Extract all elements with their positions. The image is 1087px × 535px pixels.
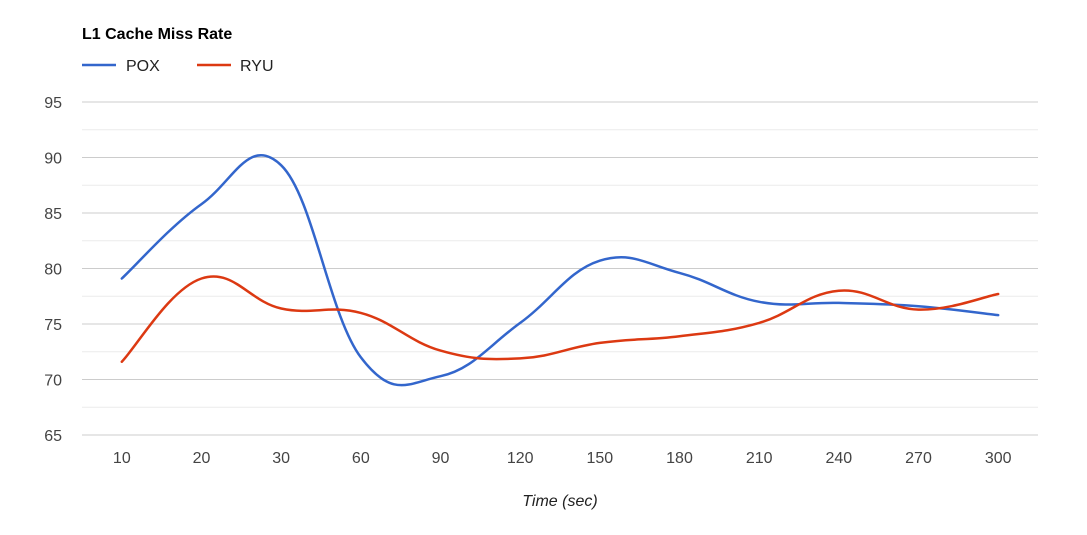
series-lines: POX 10: 79.1 POX 20: 85.8 POX 30: 89.3 POX … (116, 153, 1004, 387)
chart-title: L1 Cache Miss Rate (82, 26, 232, 43)
y-tick-label: 65 (44, 428, 62, 445)
data-point-ryu[interactable]: RYU 120: 71.9 (514, 352, 526, 364)
y-tick-label: 85 (44, 206, 62, 223)
data-point-ryu[interactable]: RYU 270: 76.3 (913, 304, 925, 316)
y-axis-ticks: 65 70 75 80 85 90 95 (44, 95, 62, 445)
x-tick-label: 20 (193, 450, 211, 467)
x-axis-ticks: 10 20 30 60 90 120 150 180 210 240 270 300 (113, 450, 1012, 467)
y-tick-label: 80 (44, 262, 62, 279)
y-tick-label: 95 (44, 95, 62, 112)
data-point-ryu[interactable]: RYU 30: 76.4 (275, 302, 287, 314)
data-point-ryu[interactable]: RYU 10: 71.6 (116, 356, 128, 368)
data-point-pox[interactable]: POX 30: 89.3 (275, 159, 287, 171)
data-point-ryu[interactable]: RYU 150: 73.3 (594, 337, 606, 349)
gridlines (82, 101, 1038, 436)
data-point-pox[interactable]: POX 210: 77 (753, 296, 765, 308)
x-tick-label: 150 (586, 450, 613, 467)
data-point-pox[interactable]: POX 120: 75.1 (514, 317, 526, 329)
legend-label-ryu: RYU (240, 58, 274, 75)
x-tick-label: 300 (985, 450, 1012, 467)
x-tick-label: 270 (905, 450, 932, 467)
data-point-ryu[interactable]: RYU 210: 75.1 (753, 317, 765, 329)
series-line-ryu (120, 275, 1000, 363)
x-tick-label: 10 (113, 450, 131, 467)
legend: POX RYU (82, 58, 274, 75)
data-point-pox[interactable]: POX 90: 70.3 (435, 370, 447, 382)
data-point-ryu[interactable]: RYU 90: 72.6 (435, 345, 447, 357)
data-point-pox[interactable]: POX 10: 79.1 (116, 272, 128, 284)
y-tick-label: 70 (44, 373, 62, 390)
data-point-ryu[interactable]: RYU 240: 78 (833, 285, 845, 297)
data-point-ryu[interactable]: RYU 20: 79.1 (196, 272, 208, 284)
data-point-pox[interactable]: POX 60: 72 (355, 351, 367, 363)
data-point-pox[interactable]: POX 150: 80.7 (594, 255, 606, 267)
x-tick-label: 60 (352, 450, 370, 467)
x-tick-label: 30 (272, 450, 290, 467)
x-tick-label: 180 (666, 450, 693, 467)
y-tick-label: 75 (44, 317, 62, 334)
series-line-pox (120, 153, 1000, 387)
data-point-ryu[interactable]: RYU 300: 77.7 (992, 288, 1004, 300)
x-tick-label: 120 (507, 450, 534, 467)
x-tick-label: 240 (825, 450, 852, 467)
data-point-pox[interactable]: POX 180: 79.6 (674, 267, 686, 279)
x-tick-label: 90 (432, 450, 450, 467)
data-point-pox[interactable]: POX 20: 85.8 (196, 198, 208, 210)
data-point-ryu[interactable]: RYU 60: 76 (355, 307, 367, 319)
x-axis-label: Time (sec) (522, 493, 597, 510)
data-point-ryu[interactable]: RYU 180: 73.9 (674, 330, 686, 342)
legend-label-pox: POX (126, 58, 160, 75)
y-tick-label: 90 (44, 151, 62, 168)
x-tick-label: 210 (746, 450, 773, 467)
data-point-pox[interactable]: POX 240: 76.9 (833, 297, 845, 309)
data-point-pox[interactable]: POX 300: 75.8 (992, 309, 1004, 321)
